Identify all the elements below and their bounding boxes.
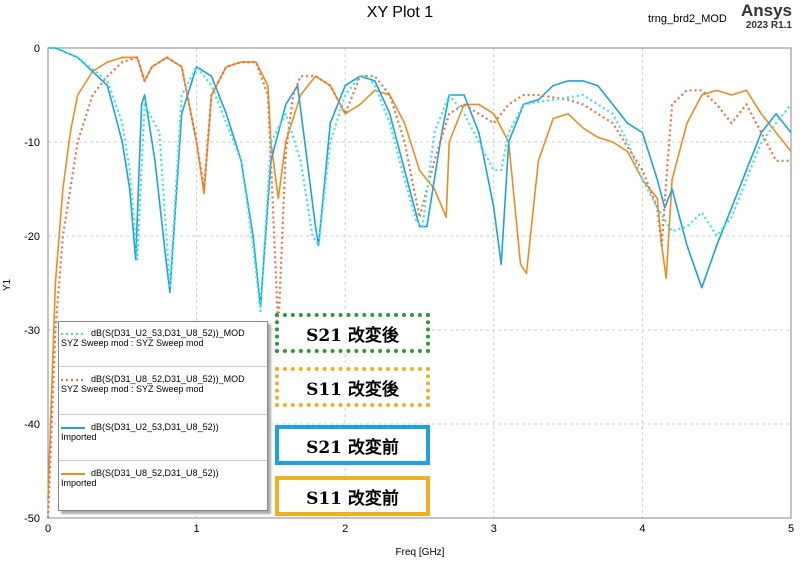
y-tick-label: -30 (24, 325, 40, 337)
legend-item[interactable]: dB(S(D31_U8_52,D31_U8_52)) Imported (61, 468, 265, 488)
legend-label: dB(S(D31_U2_53,D31_U8_52)) (91, 422, 219, 432)
x-axis-label: Freq [GHz] (396, 547, 445, 558)
y-tick-label: 0 (34, 43, 40, 55)
plot-frame (47, 47, 792, 519)
brand-name: Ansys (740, 1, 792, 20)
legend-sublabel: Imported (61, 478, 97, 488)
legend[interactable]: dB(S(D31_U2_53,D31_U8_52))_MOD SYZ Sweep… (58, 321, 268, 511)
series-line-2 (46, 56, 791, 519)
y-tick-label: -20 (24, 231, 40, 243)
x-tick-label: 4 (639, 523, 645, 535)
legend-label: dB(S(D31_U8_52,D31_U8_52)) (91, 468, 219, 478)
legend-swatch (61, 472, 85, 475)
legend-divider (59, 366, 267, 367)
x-tick-label: 1 (194, 523, 200, 535)
series-line-3 (48, 47, 792, 308)
legend-divider (59, 414, 267, 415)
design-name: trng_brd2_MOD (648, 13, 727, 25)
note-s21-after: S21 改変後 (275, 313, 430, 353)
note-s21-before: S21 改変前 (275, 425, 430, 465)
legend-sublabel: Imported (61, 432, 97, 442)
tick-labels: 0 1 2 3 4 5 0 -10 -20 -30 -40 -50 (24, 43, 794, 535)
series-line-1 (48, 46, 792, 313)
legend-label: dB(S(D31_U8_52,D31_U8_52))_MOD (91, 374, 245, 384)
legend-label: dB(S(D31_U2_53,D31_U8_52))_MOD (91, 328, 245, 338)
legend-item[interactable]: dB(S(D31_U2_53,D31_U8_52)) Imported (61, 422, 265, 442)
y-tick-label: -50 (24, 513, 40, 525)
series-lines (46, 46, 792, 519)
legend-item[interactable]: dB(S(D31_U2_53,D31_U8_52))_MOD SYZ Sweep… (61, 328, 265, 348)
legend-divider (59, 460, 267, 461)
y-tick-label: -40 (24, 419, 40, 431)
version-label: 2023 R1.1 (745, 20, 792, 31)
x-tick-label: 0 (45, 523, 51, 535)
plot-title: XY Plot 1 (366, 4, 434, 21)
y-axis-label: Y1 (2, 278, 13, 291)
legend-sublabel: SYZ Sweep mod : SYZ Sweep mod (61, 338, 204, 348)
legend-swatch (61, 378, 85, 381)
legend-swatch (61, 426, 85, 429)
legend-item[interactable]: dB(S(D31_U8_52,D31_U8_52))_MOD SYZ Sweep… (61, 374, 265, 394)
x-tick-label: 3 (491, 523, 497, 535)
note-s11-after: S11 改変後 (275, 367, 430, 407)
legend-sublabel: SYZ Sweep mod : SYZ Sweep mod (61, 384, 204, 394)
brand-logo: Ansys 2023 R1.1 (740, 1, 792, 32)
note-s11-before: S11 改変前 (275, 476, 430, 516)
y-tick-label: -10 (24, 137, 40, 149)
legend-swatch (61, 332, 85, 335)
x-tick-label: 2 (342, 523, 348, 535)
x-tick-label: 5 (788, 523, 794, 535)
